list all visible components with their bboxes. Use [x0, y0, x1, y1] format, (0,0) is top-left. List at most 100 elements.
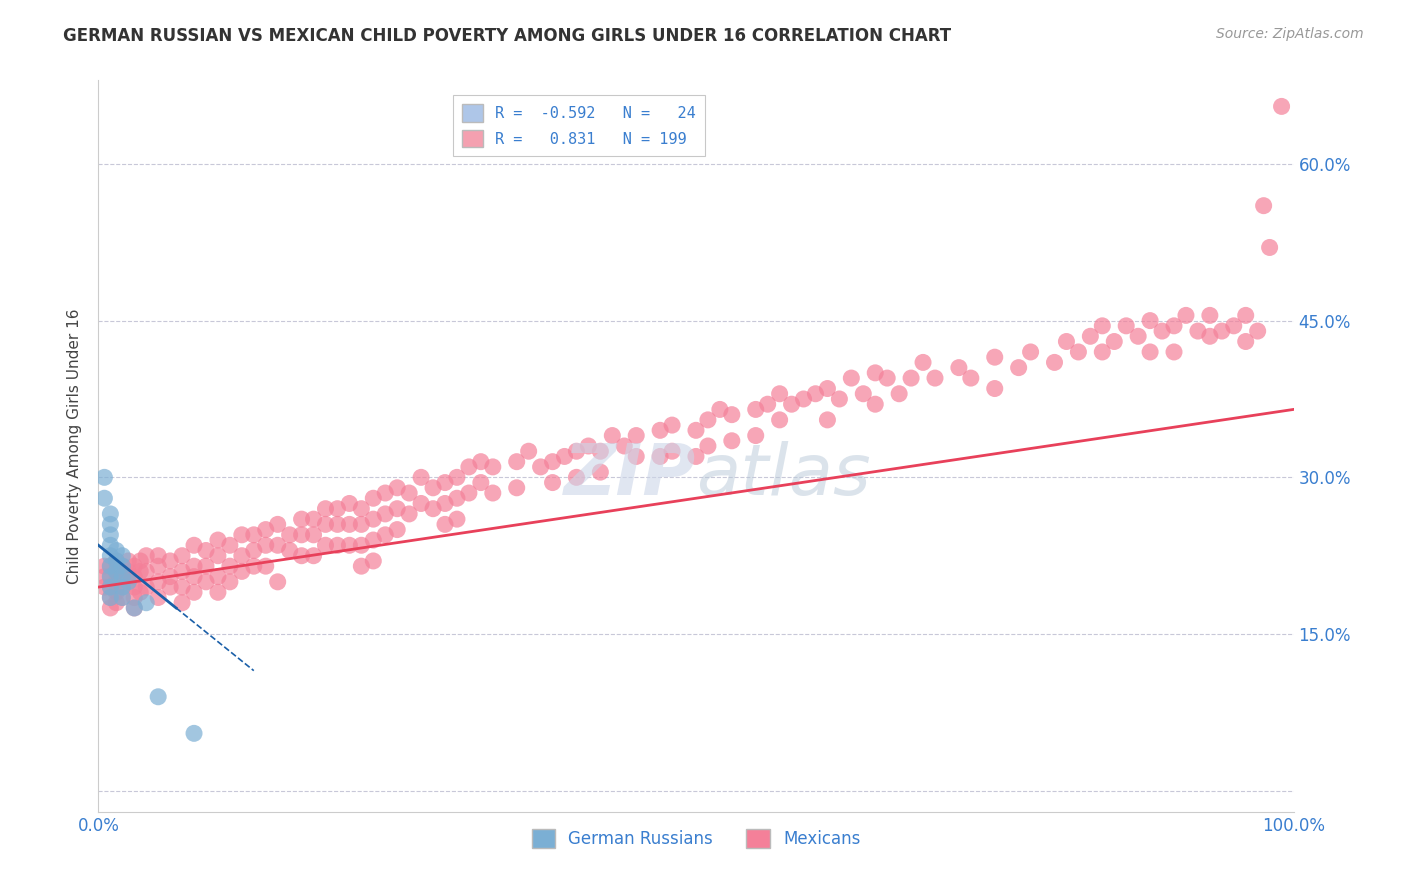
Point	[363, 491, 385, 506]
Point	[481, 486, 505, 500]
Point	[578, 439, 600, 453]
Point	[1080, 329, 1102, 343]
Point	[626, 428, 648, 442]
Point	[339, 496, 361, 510]
Point	[363, 554, 385, 568]
Point	[326, 538, 349, 552]
Point	[93, 491, 115, 506]
Point	[865, 366, 887, 380]
Point	[363, 512, 385, 526]
Point	[105, 554, 128, 568]
Point	[780, 397, 803, 411]
Point	[267, 538, 290, 552]
Point	[124, 591, 146, 605]
Legend: German Russians, Mexicans: German Russians, Mexicans	[524, 822, 868, 855]
Point	[291, 549, 314, 563]
Point	[93, 559, 115, 574]
Point	[385, 501, 409, 516]
Point	[815, 413, 838, 427]
Point	[350, 538, 373, 552]
Point	[339, 538, 361, 552]
Point	[984, 382, 1007, 396]
Point	[105, 565, 128, 579]
Point	[105, 565, 128, 579]
Point	[470, 455, 492, 469]
Text: ZIP: ZIP	[564, 441, 696, 509]
Point	[434, 496, 457, 510]
Point	[385, 523, 409, 537]
Point	[815, 382, 838, 396]
Point	[111, 591, 134, 605]
Point	[219, 538, 242, 552]
Point	[768, 386, 790, 401]
Point	[195, 559, 218, 574]
Point	[148, 690, 170, 704]
Point	[231, 549, 253, 563]
Point	[98, 549, 122, 563]
Point	[291, 512, 314, 526]
Point	[626, 450, 648, 464]
Point	[254, 523, 277, 537]
Point	[1043, 355, 1066, 369]
Point	[422, 501, 444, 516]
Point	[302, 549, 325, 563]
Point	[685, 450, 707, 464]
Point	[481, 459, 505, 474]
Point	[1253, 199, 1275, 213]
Point	[278, 543, 301, 558]
Point	[1067, 345, 1090, 359]
Point	[315, 517, 337, 532]
Point	[267, 574, 290, 589]
Point	[243, 543, 266, 558]
Point	[1234, 334, 1257, 349]
Point	[98, 601, 122, 615]
Point	[135, 565, 157, 579]
Point	[398, 486, 420, 500]
Point	[129, 585, 152, 599]
Point	[98, 538, 122, 552]
Point	[1019, 345, 1042, 359]
Point	[183, 559, 205, 574]
Point	[960, 371, 983, 385]
Point	[648, 450, 672, 464]
Point	[148, 559, 170, 574]
Point	[804, 386, 827, 401]
Point	[1199, 309, 1222, 323]
Point	[243, 528, 266, 542]
Point	[129, 565, 152, 579]
Point	[828, 392, 851, 406]
Point	[1091, 345, 1114, 359]
Point	[183, 538, 205, 552]
Point	[948, 360, 970, 375]
Point	[661, 444, 683, 458]
Point	[207, 549, 229, 563]
Point	[541, 455, 564, 469]
Point	[1271, 99, 1294, 113]
Point	[105, 585, 128, 599]
Point	[326, 501, 349, 516]
Y-axis label: Child Poverty Among Girls Under 16: Child Poverty Among Girls Under 16	[67, 309, 83, 583]
Point	[411, 496, 433, 510]
Point	[434, 475, 457, 490]
Point	[1152, 324, 1174, 338]
Point	[900, 371, 922, 385]
Point	[1175, 309, 1198, 323]
Point	[219, 559, 242, 574]
Point	[183, 569, 205, 583]
Point	[911, 355, 934, 369]
Point	[183, 585, 205, 599]
Point	[195, 543, 218, 558]
Point	[105, 554, 128, 568]
Point	[98, 591, 122, 605]
Point	[1139, 345, 1161, 359]
Point	[117, 565, 139, 579]
Point	[470, 475, 492, 490]
Text: Source: ZipAtlas.com: Source: ZipAtlas.com	[1216, 27, 1364, 41]
Point	[98, 591, 122, 605]
Point	[124, 559, 146, 574]
Point	[148, 549, 170, 563]
Point	[721, 434, 744, 448]
Point	[231, 565, 253, 579]
Point	[105, 574, 128, 589]
Point	[129, 554, 152, 568]
